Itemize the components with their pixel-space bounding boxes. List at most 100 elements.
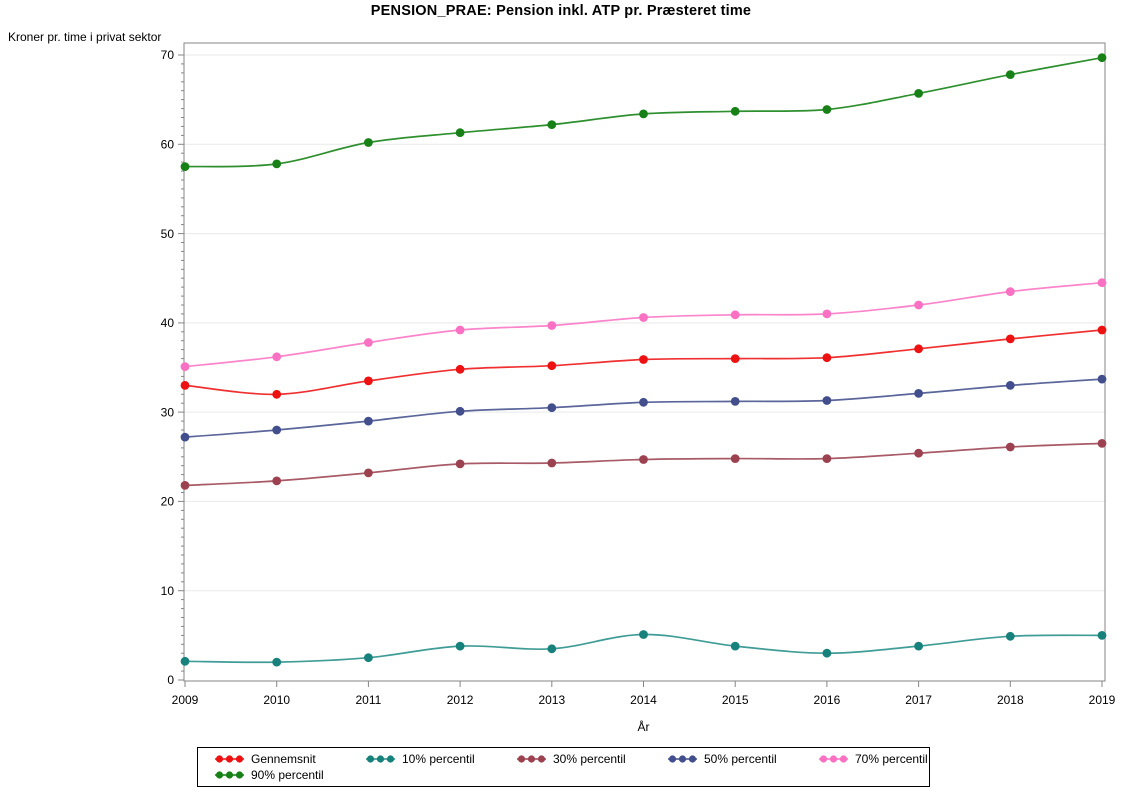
chart-title: PENSION_PRAE: Pension inkl. ATP pr. Præs… bbox=[370, 3, 752, 19]
x-tick-label: 2010 bbox=[263, 693, 290, 707]
legend-item-70-percentil: 70% percentil bbox=[819, 752, 928, 766]
data-point-30-percentil bbox=[1005, 442, 1015, 452]
data-point-50-percentil bbox=[547, 403, 557, 413]
data-point-10-percentil bbox=[822, 648, 832, 658]
data-point-90-percentil bbox=[272, 159, 282, 169]
data-point-30-percentil bbox=[364, 468, 373, 478]
data-point-90-percentil bbox=[639, 109, 648, 119]
data-point-gennemsnit bbox=[730, 354, 740, 363]
y-tick-label: 40 bbox=[161, 316, 175, 330]
data-point-50-percentil bbox=[180, 432, 190, 442]
legend-marker-icon bbox=[215, 771, 244, 779]
legend-marker-icon bbox=[819, 755, 848, 763]
legend-label: 50% percentil bbox=[704, 752, 777, 766]
data-point-70-percentil bbox=[1005, 287, 1015, 296]
data-point-gennemsnit bbox=[1097, 325, 1107, 335]
legend-item-90-percentil: 90% percentil bbox=[215, 768, 324, 782]
data-point-70-percentil bbox=[822, 309, 832, 319]
data-point-10-percentil bbox=[914, 641, 923, 651]
x-axis-label: År bbox=[638, 719, 650, 734]
data-point-30-percentil bbox=[272, 476, 282, 486]
legend-row: 90% percentil bbox=[215, 767, 929, 783]
legend-item-30-percentil: 30% percentil bbox=[517, 752, 668, 766]
y-tick-label: 10 bbox=[161, 584, 175, 598]
series-line-50-percentil bbox=[184, 378, 1103, 438]
x-tick-label: 2014 bbox=[630, 693, 657, 707]
data-point-10-percentil bbox=[364, 653, 373, 663]
line-plot-canvas: 0 10 20 30 40 50 60 70 2009 2010 2011 2012 2013 2014 2… bbox=[161, 42, 1116, 734]
plot-frame bbox=[183, 42, 1106, 682]
x-tick-label: 2011 bbox=[355, 693, 381, 707]
y-axis-label: Kroner pr. time i privat sektor bbox=[8, 30, 162, 44]
legend-label: 30% percentil bbox=[553, 752, 626, 766]
data-point-10-percentil bbox=[272, 657, 282, 667]
data-point-50-percentil bbox=[1097, 374, 1107, 384]
series-line-70-percentil bbox=[184, 281, 1103, 368]
data-point-90-percentil bbox=[1005, 70, 1015, 79]
legend-item-gennemsnit: Gennemsnit bbox=[215, 752, 366, 766]
legend-marker-icon bbox=[215, 755, 244, 763]
data-point-70-percentil bbox=[272, 352, 282, 362]
data-point-90-percentil bbox=[364, 138, 373, 147]
data-point-50-percentil bbox=[639, 397, 648, 407]
x-tick-label: 2009 bbox=[172, 693, 199, 707]
legend-label: 10% percentil bbox=[402, 752, 475, 766]
data-point-50-percentil bbox=[1005, 381, 1015, 390]
data-point-10-percentil bbox=[547, 644, 557, 654]
data-point-gennemsnit bbox=[272, 389, 282, 399]
data-point-10-percentil bbox=[455, 641, 465, 651]
x-tick-label: 2016 bbox=[814, 693, 841, 707]
data-point-90-percentil bbox=[180, 162, 190, 172]
data-point-10-percentil bbox=[1097, 631, 1107, 640]
data-point-gennemsnit bbox=[455, 364, 465, 374]
data-point-30-percentil bbox=[822, 454, 832, 463]
x-tick-label: 2019 bbox=[1089, 693, 1116, 707]
data-point-gennemsnit bbox=[822, 353, 832, 363]
data-point-70-percentil bbox=[547, 321, 557, 330]
data-point-50-percentil bbox=[272, 425, 282, 435]
x-tick-label: 2017 bbox=[905, 693, 932, 707]
data-point-gennemsnit bbox=[914, 344, 923, 354]
data-point-30-percentil bbox=[547, 458, 557, 468]
data-point-90-percentil bbox=[1097, 53, 1107, 63]
data-point-10-percentil bbox=[730, 641, 740, 651]
legend-marker-icon bbox=[366, 755, 395, 763]
data-point-70-percentil bbox=[364, 338, 373, 347]
y-tick-label: 0 bbox=[167, 673, 174, 687]
data-point-gennemsnit bbox=[180, 381, 190, 390]
legend-row: Gennemsnit 10% percentil 30% percentil 50% … bbox=[215, 751, 929, 767]
legend-label: 90% percentil bbox=[251, 768, 324, 782]
legend-marker-icon bbox=[668, 755, 697, 763]
legend-label: 70% percentil bbox=[855, 752, 928, 766]
data-point-10-percentil bbox=[1005, 631, 1015, 641]
data-point-90-percentil bbox=[547, 120, 557, 129]
data-point-50-percentil bbox=[914, 389, 923, 398]
x-tick-label: 2013 bbox=[538, 693, 565, 707]
data-point-70-percentil bbox=[730, 310, 740, 320]
y-tick-label: 20 bbox=[161, 495, 175, 509]
x-tick-label: 2018 bbox=[997, 693, 1024, 707]
data-point-50-percentil bbox=[730, 397, 740, 406]
legend-marker-icon bbox=[517, 755, 546, 763]
data-point-gennemsnit bbox=[547, 361, 557, 371]
data-point-10-percentil bbox=[180, 656, 190, 666]
data-point-10-percentil bbox=[639, 630, 648, 639]
data-point-gennemsnit bbox=[1005, 334, 1015, 344]
data-point-70-percentil bbox=[914, 300, 923, 310]
data-point-70-percentil bbox=[180, 362, 190, 371]
data-point-30-percentil bbox=[1097, 439, 1107, 448]
legend-label: Gennemsnit bbox=[251, 752, 316, 766]
data-point-gennemsnit bbox=[364, 376, 373, 386]
data-point-70-percentil bbox=[1097, 278, 1107, 288]
y-tick-label: 30 bbox=[161, 405, 175, 419]
series-line-30-percentil bbox=[184, 442, 1103, 487]
data-point-50-percentil bbox=[364, 416, 373, 426]
data-point-30-percentil bbox=[730, 454, 740, 463]
data-point-90-percentil bbox=[822, 105, 832, 114]
data-point-gennemsnit bbox=[639, 355, 648, 364]
data-point-90-percentil bbox=[914, 89, 923, 98]
data-point-90-percentil bbox=[730, 106, 740, 116]
data-point-30-percentil bbox=[639, 455, 648, 464]
y-tick-label: 50 bbox=[161, 227, 175, 241]
y-tick-label: 70 bbox=[161, 48, 175, 62]
